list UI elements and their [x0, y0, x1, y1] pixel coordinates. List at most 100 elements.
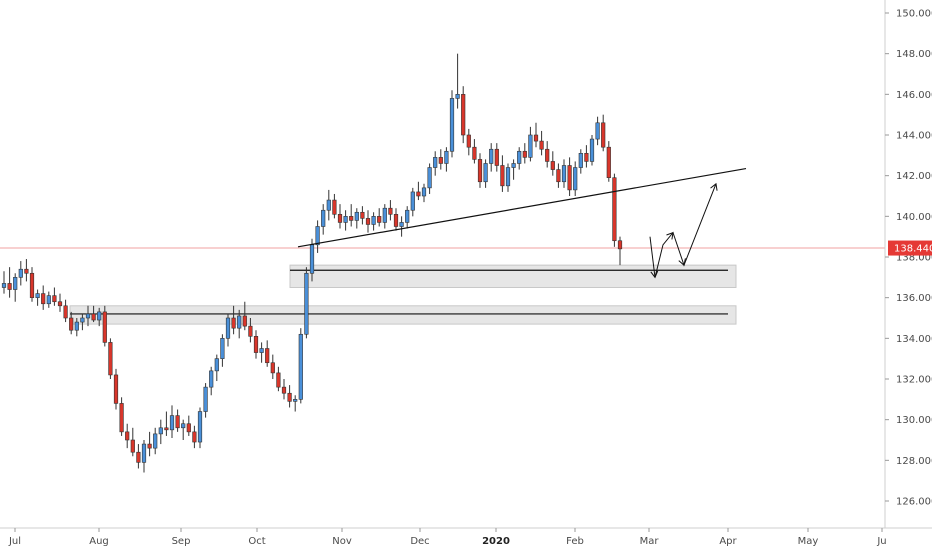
x-tick-label: Dec	[410, 536, 429, 547]
candle-down	[365, 218, 371, 225]
x-tick-label: Aug	[89, 536, 109, 547]
candle-down	[186, 423, 191, 433]
y-tick-label: 132.000	[896, 375, 932, 386]
x-tick-label: May	[798, 536, 819, 547]
candle-up	[511, 163, 516, 168]
candle-up	[561, 165, 567, 183]
candle-up	[433, 157, 438, 168]
y-tick-label: 126.000	[896, 497, 932, 508]
candle-up	[444, 150, 449, 164]
candle-up	[483, 163, 488, 183]
last-price-badge	[888, 240, 932, 256]
candle-down	[276, 372, 281, 388]
candle-up	[13, 277, 18, 290]
support-zone[interactable]	[289, 264, 737, 288]
candle-up	[141, 443, 147, 463]
x-tick-label: Ju	[876, 536, 886, 547]
arrowhead-icon	[710, 182, 718, 191]
y-tick-label: 138.000	[896, 253, 932, 264]
candle-up	[85, 313, 91, 319]
y-tick-label: 144.000	[896, 131, 932, 142]
candle-up	[309, 244, 315, 274]
candle-down	[253, 335, 259, 353]
candle-down	[388, 207, 393, 215]
candle-down	[231, 317, 236, 329]
candle-up	[528, 134, 533, 158]
candle-down	[69, 317, 74, 331]
candle-up	[427, 167, 432, 189]
candle-up	[455, 94, 460, 99]
candle-down	[287, 392, 292, 402]
candle-down	[242, 315, 247, 327]
candle-down	[270, 362, 275, 374]
candle-up	[315, 226, 320, 246]
candle-up	[214, 358, 219, 372]
candle-down	[281, 386, 287, 394]
trendline[interactable]	[297, 167, 747, 248]
y-tick-label: 140.000	[896, 212, 932, 223]
candle-up	[203, 386, 208, 412]
time-axis[interactable]: Jul Aug Sep Oct Nov Dec 2020 Feb Mar Apr May Ju	[8, 528, 887, 547]
candle-up	[405, 209, 410, 223]
support-zones	[69, 264, 737, 325]
candle-up	[153, 433, 158, 449]
candle-down	[119, 403, 124, 433]
candle-down	[494, 148, 499, 166]
y-tick-label: 146.000	[896, 90, 932, 101]
candle-up	[371, 216, 376, 225]
candle-up	[18, 268, 23, 278]
candle-down	[248, 325, 253, 337]
projection-path[interactable]	[649, 183, 717, 278]
x-tick-label: Nov	[332, 536, 352, 547]
candle-down	[584, 153, 589, 162]
y-tick-label: 128.000	[896, 456, 932, 467]
candle-down	[606, 146, 611, 178]
x-tick-label: Feb	[566, 536, 584, 547]
candle-up	[321, 209, 326, 227]
candle-up	[1, 283, 7, 288]
drawings	[297, 167, 747, 279]
candle-down	[556, 169, 561, 183]
x-tick-label: 2020	[482, 536, 510, 547]
candle-down	[612, 177, 617, 242]
candle-down	[102, 311, 107, 343]
y-tick-label: 148.000	[896, 49, 932, 60]
candle-down	[522, 150, 527, 158]
candle-up	[589, 138, 595, 162]
candle-down	[349, 216, 354, 221]
candle-down	[113, 374, 119, 404]
candle-up	[489, 148, 494, 164]
candle-down	[466, 134, 471, 148]
candle-up	[80, 317, 85, 323]
candle-up	[326, 199, 331, 211]
x-tick-label: Oct	[248, 536, 265, 547]
candle-up	[343, 216, 348, 223]
candles	[1, 53, 623, 473]
candle-up	[158, 427, 163, 435]
y-tick-label: 136.000	[896, 293, 932, 304]
candle-up	[304, 272, 309, 335]
x-tick-label: Mar	[640, 536, 660, 547]
price-axis[interactable]: 150.000 148.000 146.000 144.000 142.000 140.0…	[885, 9, 932, 508]
candle-up	[298, 333, 303, 400]
y-tick-label: 142.000	[896, 171, 932, 182]
candle-up	[382, 207, 387, 223]
candle-down	[377, 216, 382, 223]
candle-down	[147, 443, 152, 449]
candle-up	[181, 423, 186, 429]
candle-up	[293, 399, 298, 402]
arrowhead-icon	[678, 258, 686, 267]
candle-down	[337, 214, 343, 223]
candle-down	[57, 301, 63, 307]
candle-down	[533, 134, 539, 142]
candle-down	[41, 293, 46, 305]
candle-down	[545, 148, 550, 162]
last-price-label: 138.440	[894, 244, 932, 255]
candle-down	[192, 431, 197, 443]
candle-down	[332, 199, 337, 215]
candle-up	[225, 317, 231, 339]
candle-down	[438, 157, 443, 164]
candle-down	[500, 165, 505, 187]
support-zone[interactable]	[69, 305, 737, 325]
